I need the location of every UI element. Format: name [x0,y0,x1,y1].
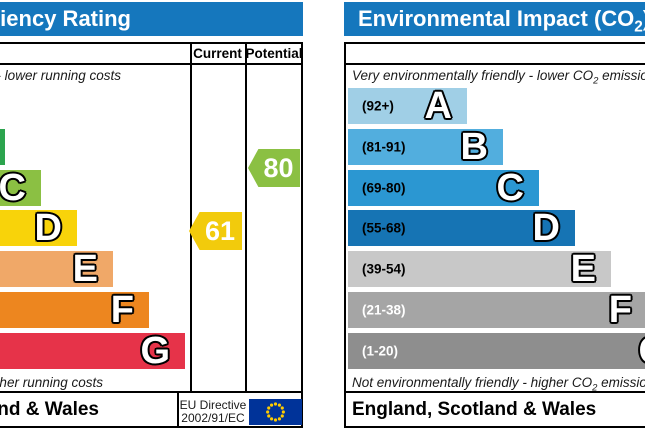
band-range-label: (81-91) [362,139,406,155]
band-row-c: C [0,167,41,209]
rating-bands: (92+) A (81-91) B (69-80) C (55-68) D (39-54) E (2… [344,0,645,430]
band-letter: C [496,167,524,209]
footer-divider [0,391,303,393]
potential-rating-arrow: 80 [248,149,300,187]
header-divider [0,63,303,65]
rating-bands: ABCDEFG6180 [0,0,303,430]
band-range-label: (69-80) [362,180,406,196]
header-divider [344,63,645,65]
bottom-caption: Not energy efficient - higher running co… [0,375,103,390]
band-letter: D [34,207,62,249]
title-text-main: Energy Efficiency Rating [0,6,131,31]
band-row-g: G [0,330,185,372]
title-subscript: 2 [634,18,643,36]
band-range-label: (1-20) [362,343,399,359]
title-text-main: Environmental Impact (CO [358,6,635,31]
top-caption: Very energy efficient - lower running co… [0,68,121,83]
band-row-a: (92+) A [348,85,467,127]
top-caption: Very environmentally friendly - lower CO… [352,68,645,87]
band-row-c: (69-80) C [348,167,539,209]
environmental-impact-chart: Environmental Impact (CO2) Rating Curren… [344,0,645,430]
potential-column-header: Potential [245,46,303,61]
band-range-label: (21-38) [362,302,406,318]
band-letter: E [72,248,98,290]
band-letter: G [638,332,645,370]
potential-rating-value: 80 [263,152,294,183]
band-letter: D [532,207,560,249]
band-row-d: D [0,207,77,249]
chart-title: Energy Efficiency Rating [0,6,131,32]
band-row-g: (1-20) G [348,332,645,370]
band-letter: F [608,289,632,331]
band-letter: C [0,167,26,209]
band-row-e: E [0,248,113,290]
band-row-f: (21-38) F [348,289,645,331]
band-letter: A [424,85,452,127]
footer-divider [344,391,645,393]
band-letter: E [570,248,596,290]
eu-directive-label: EU Directive 2002/91/EC [179,398,247,425]
chart-title: Environmental Impact (CO2) Rating [358,6,645,36]
current-rating-arrow: 61 [189,212,242,250]
chart-title-bar: Energy Efficiency Rating [0,2,303,36]
band-range-label: (55-68) [362,220,406,236]
current-rating-value: 61 [204,215,236,246]
energy-efficiency-chart: Energy Efficiency Rating Current Potenti… [0,0,303,430]
title-text-tail: ) Rating [643,6,645,31]
band-range-label: (92+) [362,98,394,114]
region-label: England, Scotland & Wales [0,399,99,420]
band-row-d: (55-68) D [348,207,575,249]
band-row-f: F [0,289,149,331]
region-label: England, Scotland & Wales [352,399,597,420]
chart-frame [0,42,303,428]
chart-frame [344,42,645,428]
eu-cell-divider [177,391,179,428]
band-letter: B [460,126,488,168]
bottom-caption: Not environmentally friendly - higher CO… [352,375,645,394]
band-row-b: B [0,129,5,165]
band-row-e: (39-54) E [348,248,611,290]
current-column-divider [190,42,192,391]
band-range-label: (39-54) [362,261,406,277]
chart-title-bar: Environmental Impact (CO2) Rating [344,2,645,36]
current-column-header: Current [193,46,242,61]
band-row-b: (81-91) B [348,126,503,168]
band-letter: F [110,289,134,331]
eu-flag-icon [249,399,302,425]
potential-column-divider [245,42,247,391]
band-letter: G [140,330,170,372]
